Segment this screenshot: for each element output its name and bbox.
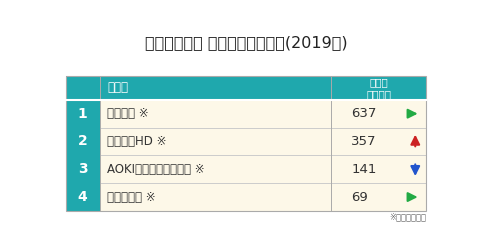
Bar — [66, 76, 100, 100]
Text: 売上高
（億円）: 売上高 （億円） — [366, 77, 391, 99]
Text: 69: 69 — [351, 190, 368, 203]
Text: 637: 637 — [351, 107, 377, 120]
Text: 企業名: 企業名 — [108, 82, 128, 94]
Bar — [331, 183, 426, 211]
Bar — [100, 76, 331, 100]
Text: ※は部門売上高: ※は部門売上高 — [389, 212, 426, 221]
Text: 2: 2 — [78, 134, 87, 148]
Bar — [331, 76, 426, 100]
Text: 鉄人化計画 ※: 鉄人化計画 ※ — [107, 190, 155, 203]
Bar — [100, 155, 331, 183]
Text: 3: 3 — [78, 162, 87, 176]
Text: AOKIホールディングス ※: AOKIホールディングス ※ — [107, 163, 204, 176]
Bar — [100, 183, 331, 211]
Bar — [66, 76, 426, 211]
Bar — [100, 128, 331, 155]
Text: コシダカHD ※: コシダカHD ※ — [107, 135, 166, 148]
Bar — [331, 128, 426, 155]
Text: 第一興商 ※: 第一興商 ※ — [107, 107, 148, 120]
Bar — [66, 155, 100, 183]
Bar — [100, 100, 331, 128]
Text: 1: 1 — [78, 107, 87, 121]
Text: 357: 357 — [351, 135, 377, 148]
Text: 141: 141 — [351, 163, 377, 176]
Bar — [331, 100, 426, 128]
Bar — [331, 155, 426, 183]
Bar — [66, 128, 100, 155]
Text: カラオケ業界 売上高ランキング(2019年): カラオケ業界 売上高ランキング(2019年) — [144, 35, 348, 50]
Text: 4: 4 — [78, 190, 87, 204]
Bar — [66, 183, 100, 211]
Bar — [66, 100, 100, 128]
